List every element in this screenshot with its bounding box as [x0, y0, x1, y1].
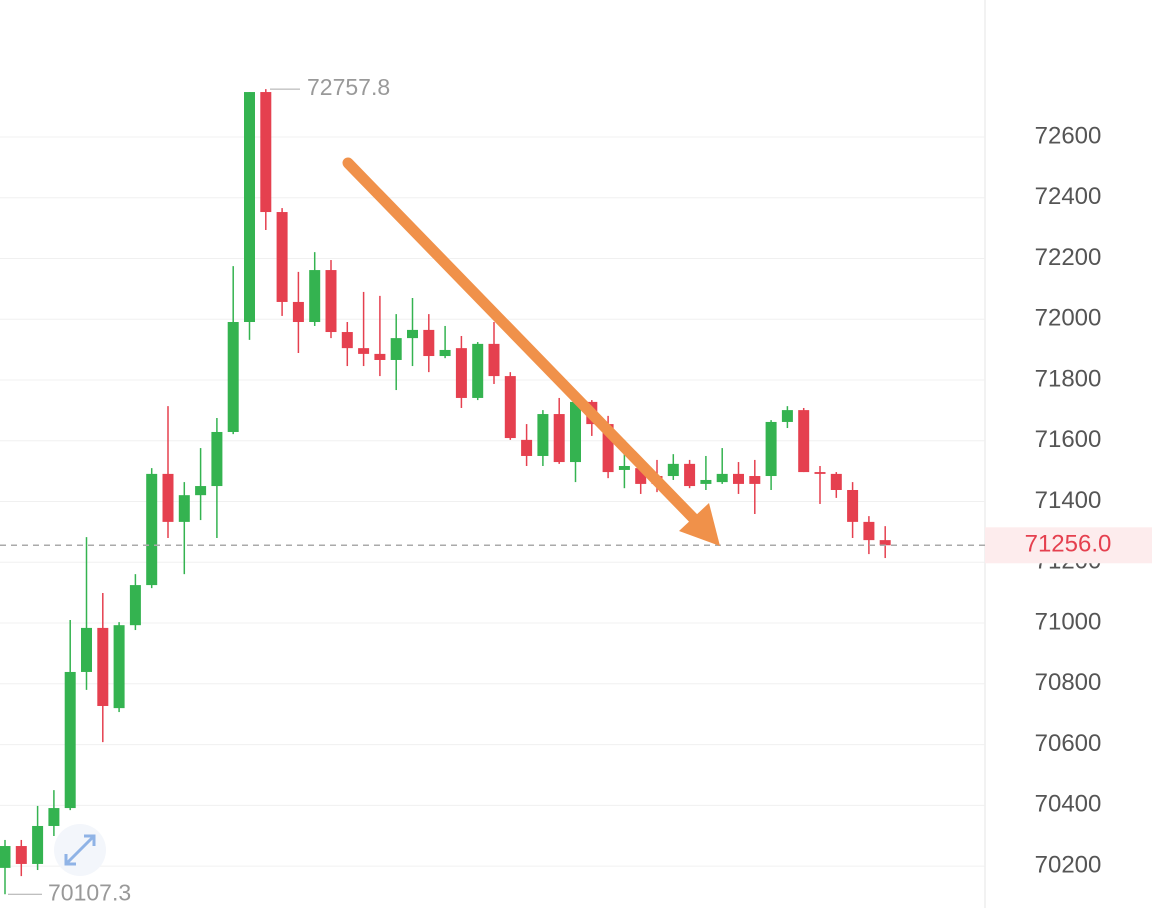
candle-body — [814, 472, 826, 474]
candle-body — [64, 671, 76, 809]
expand-icon — [54, 824, 106, 876]
candle-body — [129, 585, 141, 626]
candle-body — [504, 376, 516, 439]
candle-body — [847, 489, 859, 522]
candle-body — [602, 424, 614, 473]
candle-body — [472, 343, 484, 398]
high-marker-label: 72757.8 — [307, 74, 390, 100]
candle-body — [81, 627, 92, 672]
candle-body — [455, 348, 467, 398]
candle-body — [341, 332, 353, 349]
y-tick-label: 72000 — [1035, 305, 1102, 332]
y-tick-label: 71000 — [1035, 608, 1102, 635]
candle-body — [390, 338, 402, 360]
last-price-label: 71256.0 — [1025, 531, 1112, 558]
y-tick-label: 71600 — [1035, 426, 1102, 453]
candle-body — [32, 825, 44, 864]
candle-body — [684, 463, 696, 487]
candle-body — [97, 627, 109, 706]
candle-body — [765, 421, 777, 477]
candles — [0, 89, 891, 895]
y-tick-label: 70600 — [1035, 730, 1102, 757]
y-tick-label: 72600 — [1035, 122, 1102, 149]
candle-body — [407, 329, 418, 339]
candle-body — [537, 414, 549, 456]
candle-body — [374, 353, 386, 360]
candle-body — [879, 540, 891, 546]
grid: 7020070400706007080071000712007140071600… — [0, 122, 1101, 878]
candle-body — [146, 473, 158, 586]
candle-body — [15, 846, 27, 864]
candle-body — [781, 410, 793, 422]
candle-body — [553, 414, 565, 463]
candle-body — [618, 465, 630, 470]
y-tick-label: 70200 — [1035, 851, 1102, 878]
last-price-box — [985, 527, 1152, 564]
candle-body — [423, 329, 435, 357]
icon — [64, 834, 96, 866]
candle-body — [276, 212, 288, 302]
candle-body — [162, 473, 174, 522]
candle-body — [667, 463, 679, 477]
candle-body — [358, 348, 370, 354]
candle-body — [309, 270, 321, 323]
overlay: 72757.8 70107.3 71256.0 — [0, 74, 1152, 905]
candle-body — [830, 473, 842, 490]
arrow-head — [679, 503, 720, 546]
candle-body — [439, 349, 451, 357]
arrow-shaft — [342, 157, 704, 529]
candle-body — [0, 846, 11, 868]
candle-body — [570, 401, 581, 463]
candle-body — [227, 322, 239, 432]
candle-body — [260, 92, 272, 213]
candle-body — [798, 410, 810, 473]
candle-body — [211, 431, 223, 487]
candle-body — [178, 495, 190, 522]
candle-body — [195, 486, 207, 496]
low-marker-label: 70107.3 — [48, 879, 131, 905]
candle-body — [635, 468, 647, 484]
candle-body — [863, 521, 875, 541]
candle-body — [488, 343, 500, 377]
trend-arrow — [342, 157, 720, 546]
candle-body — [749, 476, 761, 484]
y-tick-label: 70400 — [1035, 791, 1102, 818]
candle-body — [48, 808, 60, 826]
y-tick-label: 71800 — [1035, 365, 1102, 392]
candle-body — [716, 473, 728, 483]
y-tick-label: 72200 — [1035, 244, 1102, 271]
candle-body — [521, 439, 533, 456]
y-tick-label: 71400 — [1035, 487, 1102, 514]
candle-body — [700, 479, 712, 484]
candle-body — [113, 625, 125, 709]
candle-body — [733, 473, 744, 484]
candle-body — [244, 92, 255, 323]
candle-body — [325, 270, 337, 333]
y-tick-label: 70800 — [1035, 669, 1102, 696]
y-tick-label: 72400 — [1035, 183, 1102, 210]
candle-body — [292, 301, 304, 323]
